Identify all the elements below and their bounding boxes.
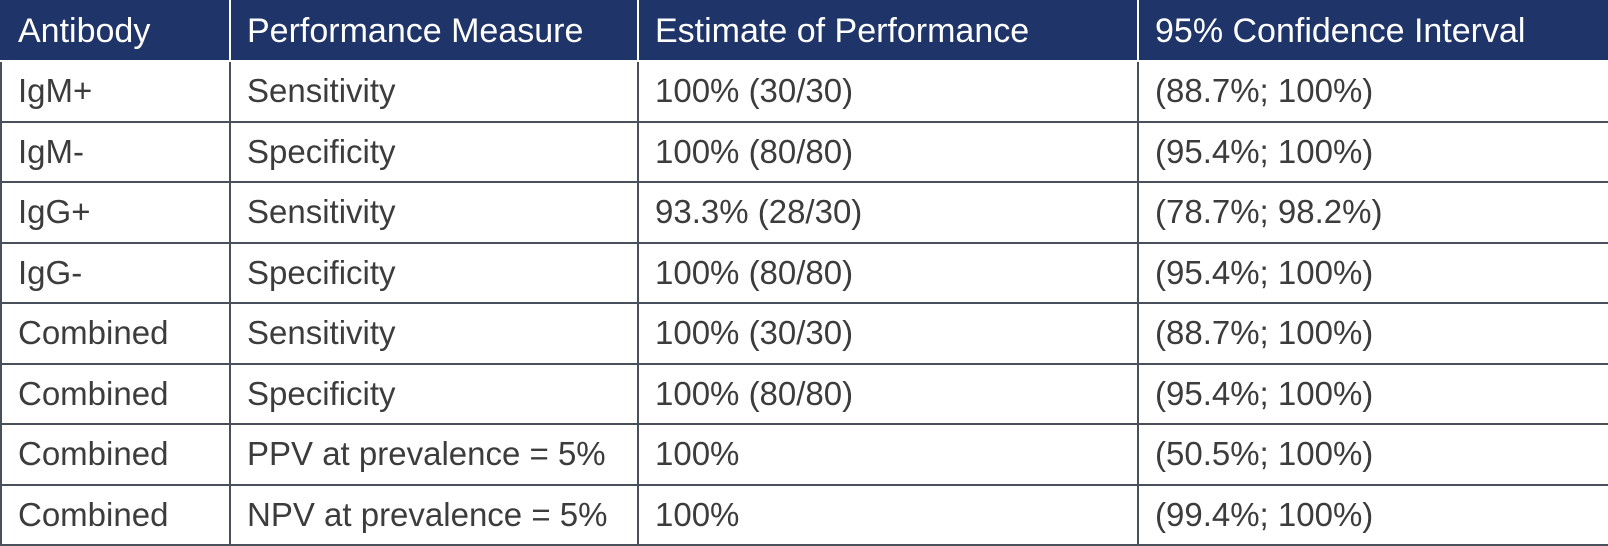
cell-interval: (99.4%; 100%) — [1137, 483, 1608, 546]
cell-measure: Sensitivity — [229, 302, 639, 365]
cell-estimate: 100% (80/80) — [637, 241, 1139, 304]
cell-estimate: 100% — [637, 423, 1139, 486]
cell-estimate: 100% (80/80) — [637, 362, 1139, 425]
table-row: Combined Specificity 100% (80/80) (95.4%… — [0, 362, 1608, 425]
cell-antibody: Combined — [0, 483, 231, 546]
table-header: Antibody Performance Measure Estimate of… — [0, 0, 1608, 62]
table-row: IgM+ Sensitivity 100% (30/30) (88.7%; 10… — [0, 60, 1608, 123]
cell-measure: Specificity — [229, 241, 639, 304]
header-antibody: Antibody — [0, 0, 231, 62]
cell-antibody: Combined — [0, 302, 231, 365]
cell-measure: NPV at prevalence = 5% — [229, 483, 639, 546]
header-row: Antibody Performance Measure Estimate of… — [0, 0, 1608, 62]
table-row: IgM- Specificity 100% (80/80) (95.4%; 10… — [0, 120, 1608, 183]
header-estimate: Estimate of Performance — [637, 0, 1139, 62]
cell-measure: Sensitivity — [229, 181, 639, 244]
cell-antibody: IgG+ — [0, 181, 231, 244]
cell-estimate: 100% (30/30) — [637, 302, 1139, 365]
table-row: Combined PPV at prevalence = 5% 100% (50… — [0, 423, 1608, 486]
cell-interval: (50.5%; 100%) — [1137, 423, 1608, 486]
cell-measure: PPV at prevalence = 5% — [229, 423, 639, 486]
cell-estimate: 100% (80/80) — [637, 120, 1139, 183]
table-row: IgG- Specificity 100% (80/80) (95.4%; 10… — [0, 241, 1608, 304]
cell-interval: (95.4%; 100%) — [1137, 241, 1608, 304]
header-performance-measure: Performance Measure — [229, 0, 639, 62]
cell-estimate: 100% (30/30) — [637, 60, 1139, 123]
table-body: IgM+ Sensitivity 100% (30/30) (88.7%; 10… — [0, 60, 1608, 546]
cell-interval: (78.7%; 98.2%) — [1137, 181, 1608, 244]
cell-interval: (88.7%; 100%) — [1137, 302, 1608, 365]
cell-interval: (95.4%; 100%) — [1137, 362, 1608, 425]
cell-antibody: IgG- — [0, 241, 231, 304]
cell-antibody: IgM+ — [0, 60, 231, 123]
table-row: Combined Sensitivity 100% (30/30) (88.7%… — [0, 302, 1608, 365]
cell-estimate: 93.3% (28/30) — [637, 181, 1139, 244]
cell-estimate: 100% — [637, 483, 1139, 546]
cell-measure: Sensitivity — [229, 60, 639, 123]
table-row: IgG+ Sensitivity 93.3% (28/30) (78.7%; 9… — [0, 181, 1608, 244]
header-confidence-interval: 95% Confidence Interval — [1137, 0, 1608, 62]
cell-interval: (88.7%; 100%) — [1137, 60, 1608, 123]
table-row: Combined NPV at prevalence = 5% 100% (99… — [0, 483, 1608, 546]
cell-antibody: Combined — [0, 362, 231, 425]
cell-antibody: Combined — [0, 423, 231, 486]
cell-measure: Specificity — [229, 120, 639, 183]
cell-antibody: IgM- — [0, 120, 231, 183]
cell-interval: (95.4%; 100%) — [1137, 120, 1608, 183]
cell-measure: Specificity — [229, 362, 639, 425]
